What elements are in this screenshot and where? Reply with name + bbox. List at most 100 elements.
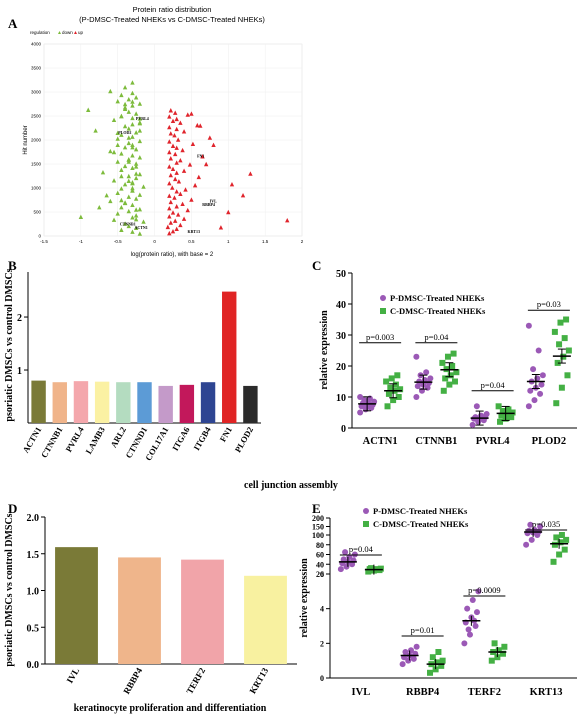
panel-c-y-ticks: 0 10 20 30 40 50	[336, 269, 352, 435]
c-dmsc-point	[438, 662, 445, 669]
panel-c-legend-c: C-DMSC-Treated NHEKs	[390, 306, 486, 316]
panelD-x-label: IVL	[65, 666, 82, 685]
panel-c-y-tick: 30	[336, 331, 346, 342]
down-regulated-point	[137, 116, 143, 121]
p-dmsc-point	[539, 372, 546, 379]
up-regulated-point	[185, 207, 190, 213]
panel-e-x-label: IVL	[352, 687, 371, 698]
panel-e-y-tick: 80	[316, 541, 324, 550]
down-regulated-point	[133, 213, 139, 218]
down-regulated-point	[115, 142, 120, 147]
panel-a-points	[78, 80, 290, 236]
up-regulated-point	[173, 110, 178, 115]
panel-e-points	[337, 521, 570, 676]
p-dmsc-point	[469, 421, 476, 428]
c-dmsc-point	[429, 654, 436, 661]
panelD-bar	[181, 559, 224, 664]
down-regulated-point	[126, 194, 131, 199]
down-regulated-point	[122, 145, 128, 150]
up-regulated-point	[196, 174, 201, 180]
panel-a-annotation: KRT13	[188, 229, 201, 234]
panel-a-x-tick: -1	[79, 239, 83, 244]
down-regulated-point	[108, 148, 113, 154]
up-regulated-point	[174, 189, 179, 194]
panel-a-ylabel: Hit number	[23, 125, 29, 154]
down-regulated-point	[126, 208, 131, 214]
up-regulated-point	[207, 135, 213, 140]
panel-e-x-labels: IVL RBBP4 TERF2 KRT13	[352, 687, 563, 698]
panel-d-letter: D	[8, 501, 17, 516]
panel-a-gridlines	[43, 43, 303, 237]
down-regulated-point	[122, 200, 128, 205]
panelB-x-label: ACTN1	[20, 425, 43, 455]
panel-c-significance: p=0.003 p=0.04 p=0.04 p=0.03	[359, 299, 570, 392]
up-regulated-point	[174, 145, 179, 150]
down-regulated-point	[130, 80, 135, 85]
panel-c-x-label: PVRL4	[476, 436, 511, 447]
panel-e-y-tick: 100	[312, 531, 324, 540]
panel-e-y-tick: 60	[316, 551, 324, 560]
up-regulated-point	[170, 143, 176, 148]
up-regulated-point	[183, 187, 188, 192]
down-regulated-point	[119, 227, 124, 232]
panelB-bar	[243, 385, 258, 423]
c-dmsc-point	[392, 381, 399, 388]
panelB-bar	[158, 385, 173, 423]
panel-b-bars	[31, 291, 258, 423]
panelB-bar	[200, 382, 216, 423]
c-dmsc-point	[564, 372, 571, 379]
panel-e-y-tick: 20	[316, 570, 324, 579]
up-regulated-point	[175, 212, 181, 217]
down-regulated-point	[130, 229, 135, 234]
p-dmsc-point	[399, 661, 406, 668]
p-dmsc-point	[357, 409, 364, 416]
down-regulated-point	[130, 185, 135, 191]
down-regulated-point	[122, 163, 128, 169]
panel-c-legend-c-marker	[380, 308, 386, 314]
panel-a-y-tick: 3000	[31, 90, 42, 95]
down-regulated-point	[137, 192, 143, 197]
c-dmsc-point	[384, 403, 391, 410]
c-dmsc-point	[442, 375, 449, 382]
panelB-x-label: ITGB4	[191, 424, 213, 452]
panelD-bar	[244, 575, 287, 664]
up-regulated-point	[167, 164, 172, 169]
panelD-y-tick: 0.0	[27, 660, 40, 671]
down-regulated-point	[108, 198, 113, 204]
c-dmsc-point	[563, 316, 570, 323]
p-dmsc-point	[537, 523, 544, 530]
c-dmsc-point	[368, 565, 375, 572]
down-regulated-point	[115, 136, 120, 141]
c-dmsc-point	[499, 407, 506, 414]
panel-c-ylabel: relative expression	[319, 310, 330, 390]
panel-c-legend-p: P-DMSC-Treated NHEKs	[390, 293, 485, 303]
panelB-x-label: LAMB3	[83, 425, 107, 456]
panel-a-x-tick: -0.5	[114, 239, 122, 244]
down-regulated-point	[130, 165, 135, 171]
p-dmsc-point	[423, 369, 430, 376]
panelB-bar	[137, 382, 152, 423]
c-dmsc-point	[453, 369, 460, 376]
panel-c-y-tick: 20	[336, 362, 346, 373]
panel-e-y-tick: 4	[320, 605, 324, 614]
panelB-x-label: PLOD2	[233, 425, 256, 454]
down-regulated-point	[122, 181, 128, 187]
down-regulated-point	[111, 149, 117, 155]
panel-d-y-ticks: 0.0 0.5 1.0 1.5 2.0	[27, 513, 45, 671]
panel-c-legend-p-marker	[380, 295, 386, 301]
down-regulated-point	[119, 186, 124, 191]
c-dmsc-point	[447, 372, 454, 379]
p-dmsc-point	[469, 597, 476, 603]
up-regulated-point	[173, 176, 178, 182]
p-dmsc-point	[472, 623, 479, 629]
p-value-label: p=0.01	[411, 625, 435, 635]
up-regulated-point	[185, 112, 190, 117]
up-regulated-point	[187, 162, 193, 167]
up-regulated-point	[170, 185, 175, 190]
panelD-x-label: TERF2	[184, 666, 207, 696]
up-regulated-point	[167, 205, 172, 211]
down-regulated-point	[100, 169, 106, 175]
c-dmsc-point	[561, 335, 568, 342]
panelD-bar	[118, 557, 161, 664]
